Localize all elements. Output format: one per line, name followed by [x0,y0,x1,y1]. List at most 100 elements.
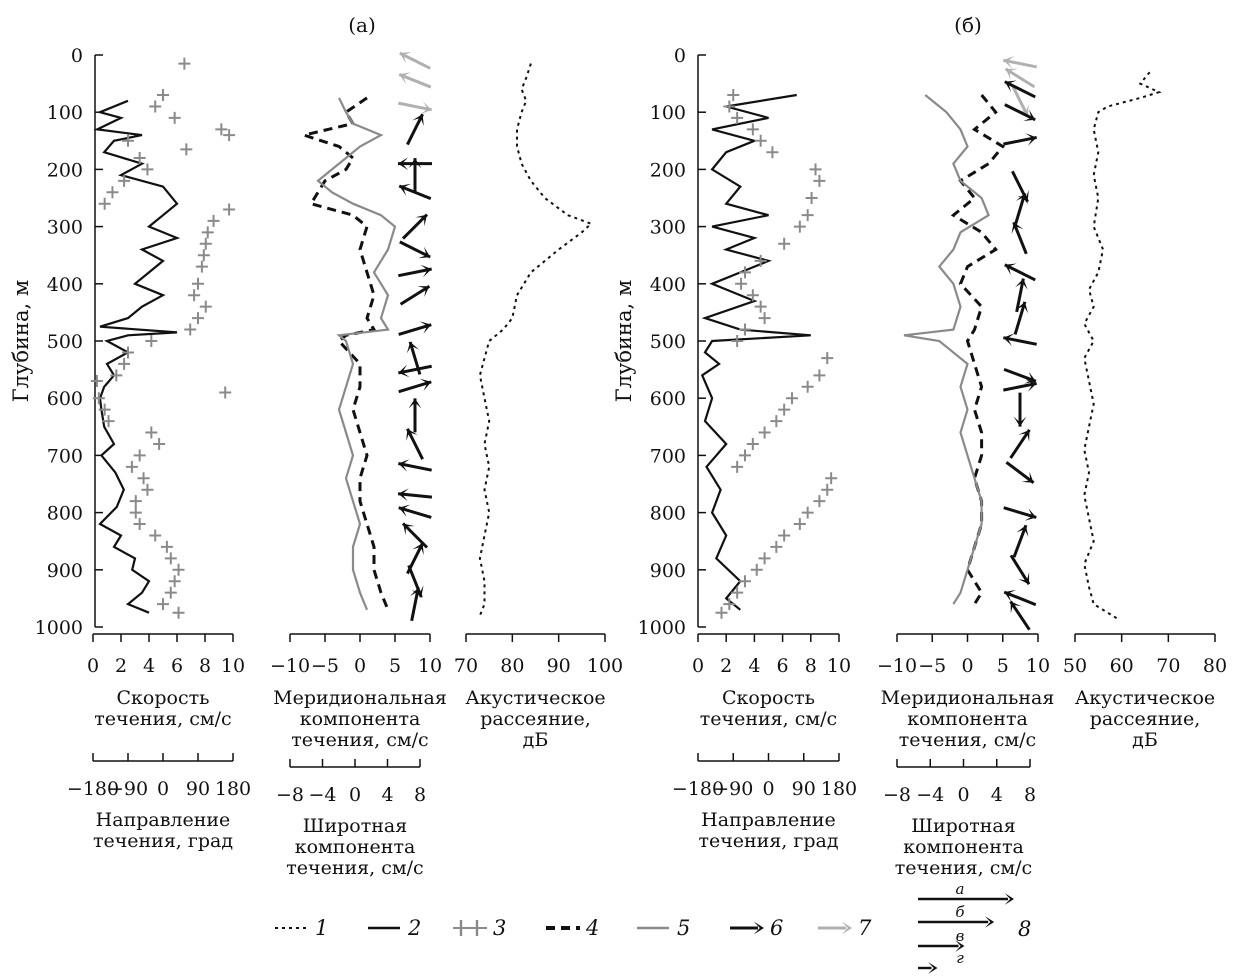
direction-point [149,100,162,113]
y-tick-label: 100 [47,102,83,124]
legend-item-7: 7 [818,916,872,940]
y-tick-label: 400 [47,274,83,296]
arrow-6 [406,113,424,146]
arrow-6 [1004,103,1036,122]
arrow-head-6 [415,214,428,227]
direction-point [172,606,185,619]
arrow-head-6 [420,264,432,278]
arrow-6 [1003,336,1037,346]
x-tick-label: 4 [748,655,760,677]
y-tick-label: 800 [650,503,686,525]
arrow-head-6 [412,114,424,127]
x-tick2-label: −180 [672,778,724,800]
direction-point [766,146,779,159]
arrow-head-6 [412,543,424,556]
direction-point [715,606,728,619]
direction-point [758,552,771,565]
x-axis-caption: Акустическое [1075,687,1215,709]
series-meridional [316,97,397,611]
x-axis-caption: дБ [1132,729,1158,751]
x-tick-label: 0 [354,655,366,677]
series-zonal [298,96,390,611]
arrow-head-6 [399,183,412,196]
direction-point [215,123,228,136]
direction-point [141,483,154,496]
scale-label: в [956,927,965,945]
y-tick-label: 500 [650,331,686,353]
scale-arrowhead [955,940,965,952]
x-axis2-caption: течения, град [698,830,838,852]
series-acoustic [1083,71,1162,620]
direction-point [197,249,210,262]
arrow-6 [398,462,432,472]
panel-b: (б)01002003004005006007008009001000Глуби… [612,13,1227,879]
arrow-6 [1012,524,1028,558]
arrow-6 [1012,221,1028,255]
direction-point [731,460,744,473]
direction-point [223,129,236,142]
direction-point [793,220,806,233]
series-speed [93,99,181,614]
x-axis2-caption: течения, см/с [895,857,1032,879]
direction-point [157,598,169,611]
scale-arrowhead [1004,893,1014,905]
x-tick-label: 4 [143,655,155,677]
direction-point [141,163,154,176]
direction-point [750,563,763,576]
direction-point [739,575,751,588]
x-axis-caption: Скорость [117,687,210,709]
legend-swatch-arrowhead [753,921,764,935]
arrow-6 [1004,80,1036,99]
arrow-head-6 [1018,572,1030,585]
direction-point [825,472,838,485]
arrow-6 [1003,135,1037,146]
x-tick2-label: 0 [349,784,361,806]
y-tick-label: 400 [650,274,686,296]
arrow-head-6 [1004,80,1017,92]
arrow-head-6 [398,488,409,502]
legend-number: 3 [493,916,506,940]
legend-item-4: 4 [546,916,599,940]
legend-item-2: 2 [368,916,421,940]
x-axis-caption: дБ [523,729,549,751]
x-tick2-label: 90 [186,778,210,800]
panel-label: (б) [954,13,982,37]
arrow-6 [399,240,431,259]
arrow-head-7 [1017,104,1029,116]
legend-number: 2 [407,916,421,940]
y-tick-label: 900 [47,560,83,582]
panel-label: (а) [348,13,376,37]
x-axis2-caption: Широтная [303,815,407,837]
direction-point [207,214,220,227]
arrow-head-6 [1018,429,1030,442]
direction-point [739,449,751,462]
direction-point [727,89,740,102]
direction-point [821,483,834,496]
x-tick2-label: 8 [1024,784,1036,806]
arrow-6 [398,184,432,200]
x-axis2-caption: компонента [295,836,416,858]
arrow-head-6 [406,428,418,441]
direction-point [801,506,814,519]
panel-a: (а)01002003004005006007008009001000Глуби… [9,13,623,879]
direction-point [98,197,111,210]
direction-point [809,163,822,176]
direction-point [133,518,146,531]
direction-point [129,495,142,508]
arrow-6 [1013,301,1027,335]
x-tick-label: −5 [918,655,946,677]
arrow-head-6 [1025,133,1037,146]
direction-point [801,209,814,222]
arrow-7 [1003,58,1037,69]
direction-point [184,323,197,336]
arrow-head-6 [1024,508,1037,521]
arrow-7 [1011,84,1029,117]
arrow-7 [398,101,432,112]
arrow-6 [1003,506,1037,519]
y-tick-label: 0 [674,45,686,67]
direction-point [118,174,131,187]
x-tick-label: 5 [389,655,401,677]
